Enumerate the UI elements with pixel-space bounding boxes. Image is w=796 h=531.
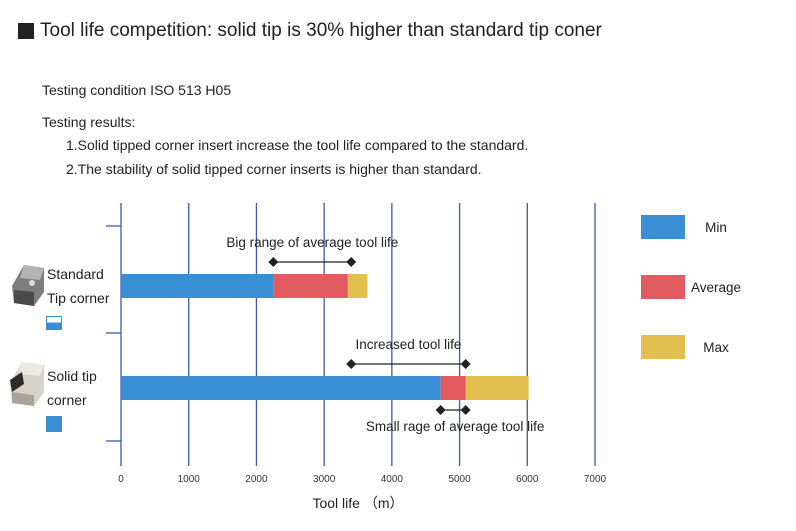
- legend-swatch-max: [641, 335, 685, 359]
- chart-bars: [121, 274, 529, 400]
- category-label-standard-line2: Tip corner: [47, 290, 110, 306]
- annotation-text-2: Small rage of average tool life: [366, 419, 545, 434]
- bar-max-0: [347, 274, 368, 298]
- title-row: Tool life competition: solid tip is 30% …: [18, 20, 602, 42]
- annotation-marker-start-0: [268, 257, 279, 267]
- annotation-marker-end-1: [460, 359, 471, 369]
- chart-grid: [106, 203, 596, 466]
- solid-tip-insert-icon: [10, 362, 44, 406]
- annotation-marker-end-2: [460, 405, 471, 415]
- testing-results-heading: Testing results:: [42, 114, 136, 130]
- bar-average-1: [440, 376, 466, 400]
- legend-label-average: Average: [691, 280, 741, 295]
- chart-category-icons: [10, 265, 44, 406]
- x-tick-label-5000: 5000: [448, 474, 471, 485]
- bar-min-0: [121, 274, 274, 298]
- annotation-marker-start-2: [435, 405, 446, 415]
- category-marker-solid: [46, 416, 62, 432]
- x-axis-label: Tool life （m）: [312, 495, 403, 511]
- page-title: Tool life competition: solid tip is 30% …: [40, 20, 602, 41]
- legend-label-min: Min: [705, 220, 727, 235]
- annotation-text-1: Increased tool life: [356, 337, 462, 352]
- category-label-standard: Standard Tip corner: [47, 262, 110, 310]
- legend-swatch-min: [641, 215, 685, 239]
- chart-ticks: 0 1000 2000 3000 4000 5000 6000 7000 Tool life （…: [118, 474, 606, 511]
- x-tick-label-0: 0: [118, 474, 124, 485]
- x-tick-label-1000: 1000: [178, 474, 201, 485]
- annotation-marker-end-0: [346, 257, 357, 267]
- chart-legend: Min Average Max: [641, 215, 741, 359]
- category-label-solid: Solid tip corner: [47, 364, 97, 412]
- standard-insert-icon: [12, 265, 44, 306]
- testing-result-2: 2.The stability of solid tipped corner i…: [66, 161, 482, 177]
- x-tick-label-3000: 3000: [313, 474, 336, 485]
- bar-average-0: [273, 274, 348, 298]
- category-label-solid-line1: Solid tip: [47, 368, 97, 384]
- x-tick-label-2000: 2000: [245, 474, 268, 485]
- x-tick-label-4000: 4000: [381, 474, 404, 485]
- testing-condition: Testing condition ISO 513 H05: [42, 82, 232, 98]
- category-marker-standard: [46, 316, 62, 330]
- category-label-standard-line1: Standard: [47, 266, 104, 282]
- chart-annotations: Big range of average tool life Increased …: [226, 235, 544, 434]
- legend-swatch-average: [641, 275, 685, 299]
- title-square-icon: [18, 23, 34, 39]
- bar-min-1: [121, 376, 441, 400]
- testing-result-1: 1.Solid tipped corner insert increase th…: [66, 137, 529, 153]
- legend-label-max: Max: [703, 340, 729, 355]
- annotation-marker-start-1: [346, 359, 357, 369]
- category-label-solid-line2: corner: [47, 392, 87, 408]
- bar-max-1: [465, 376, 529, 400]
- x-tick-label-7000: 7000: [584, 474, 607, 485]
- annotation-text-0: Big range of average tool life: [226, 235, 398, 250]
- x-tick-label-6000: 6000: [516, 474, 539, 485]
